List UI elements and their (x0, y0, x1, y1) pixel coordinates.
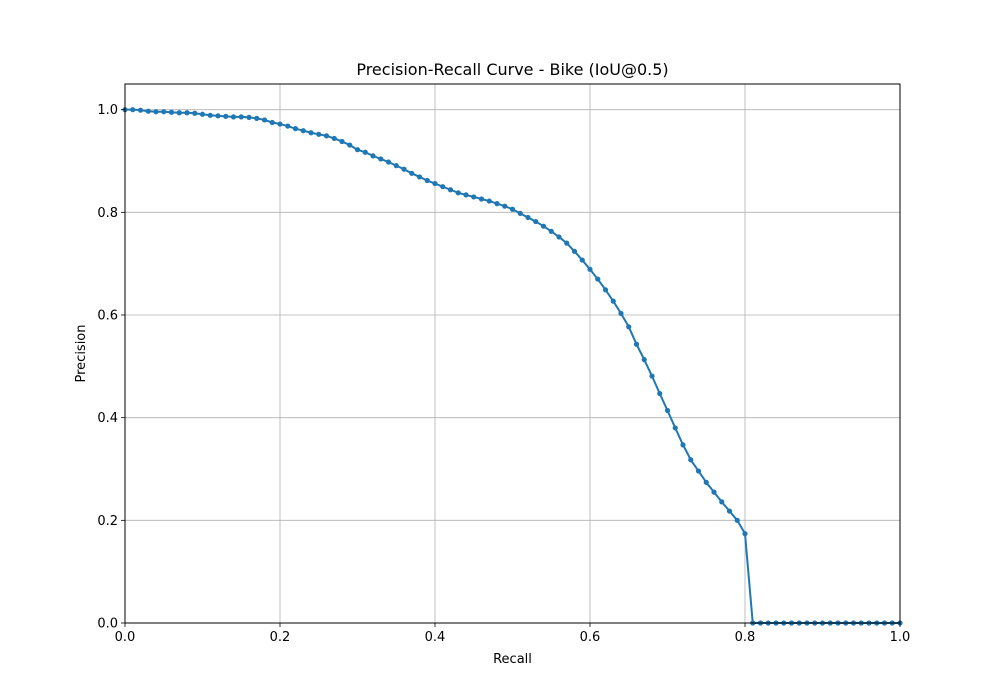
data-point (378, 156, 384, 162)
data-point (261, 117, 268, 123)
data-point (571, 248, 578, 254)
data-point (339, 138, 345, 145)
data-point (664, 407, 671, 414)
y-axis-label: Precision (74, 324, 89, 382)
data-point (719, 499, 725, 505)
data-point (184, 110, 190, 116)
data-point (633, 341, 640, 347)
data-point (192, 110, 198, 116)
data-point (587, 266, 593, 272)
data-point (726, 508, 733, 514)
x-tick-label-4: 0.8 (735, 630, 756, 645)
data-point (401, 166, 407, 172)
data-point (618, 310, 624, 317)
data-point (385, 159, 392, 165)
x-axis-label: Recall (493, 652, 532, 667)
data-point (455, 190, 461, 196)
data-point (254, 115, 260, 121)
data-point (525, 214, 531, 221)
data-point (316, 131, 322, 137)
data-point (440, 184, 446, 190)
data-point (540, 223, 547, 229)
data-point (424, 177, 430, 184)
x-tick-label-0: 0.0 (115, 630, 136, 645)
data-point (416, 174, 423, 180)
data-point (331, 135, 337, 142)
data-point (548, 228, 554, 234)
data-point (207, 112, 213, 118)
y-tick-label-4: 0.8 (97, 206, 118, 221)
data-point (409, 170, 415, 176)
plot-frame (124, 83, 901, 624)
data-point (680, 442, 686, 448)
data-point (432, 180, 438, 187)
data-point (703, 479, 709, 485)
data-point (292, 126, 299, 132)
data-point (672, 425, 678, 431)
y-tick-label-1: 0.2 (97, 514, 118, 529)
data-point (478, 196, 485, 202)
data-point (533, 218, 539, 225)
data-point (285, 123, 291, 129)
data-point (626, 324, 632, 330)
data-point (153, 109, 159, 115)
data-point (308, 130, 314, 136)
axis-ticks: 0.0 0.2 0.4 0.6 0.8 1.0 0.0 0.2 0.4 0.6 0.8 1.0 (97, 103, 910, 645)
data-point (199, 111, 206, 117)
data-point (370, 153, 376, 159)
data-point (711, 489, 717, 495)
data-point (393, 163, 399, 169)
data-point (509, 206, 516, 212)
data-point (277, 121, 283, 127)
y-tick-label-0: 0.0 (97, 617, 118, 632)
data-point (556, 234, 562, 240)
data-point (354, 147, 361, 153)
data-point (502, 203, 508, 209)
data-point (564, 240, 570, 246)
data-point (602, 287, 609, 293)
data-point (215, 113, 221, 119)
data-point (137, 107, 144, 113)
data-point (463, 192, 469, 198)
data-point (323, 133, 330, 139)
y-tick-label-3: 0.6 (97, 309, 118, 324)
data-point (742, 531, 748, 537)
data-point (130, 107, 136, 113)
data-point (688, 457, 694, 463)
data-point (238, 114, 244, 120)
y-tick-label-2: 0.4 (97, 411, 118, 426)
x-tick-label-3: 0.6 (580, 630, 601, 645)
data-point (145, 108, 151, 114)
data-point (168, 109, 175, 115)
data-point (246, 114, 252, 120)
data-point (471, 194, 477, 200)
data-point (362, 149, 368, 155)
y-tick-label-5: 1.0 (97, 103, 118, 118)
x-tick-label-2: 0.4 (425, 630, 446, 645)
data-point (230, 114, 237, 120)
data-point (176, 110, 182, 116)
data-point (447, 187, 454, 193)
data-point (486, 198, 492, 204)
data-point (610, 298, 616, 304)
data-point (300, 128, 306, 134)
data-point (734, 517, 740, 523)
data-point (649, 373, 655, 379)
chart-title: Precision-Recall Curve - Bike (IoU@0.5) (356, 60, 668, 79)
data-point (494, 201, 500, 207)
data-point (695, 468, 702, 474)
data-point (161, 109, 167, 115)
data-point (595, 276, 601, 282)
x-tick-label-1: 0.2 (270, 630, 291, 645)
data-point (657, 390, 663, 397)
data-point (223, 113, 229, 119)
data-point (641, 357, 647, 363)
data-point (269, 119, 275, 126)
data-point (517, 210, 523, 216)
data-point (579, 257, 585, 263)
data-point (347, 142, 353, 148)
x-tick-label-5: 1.0 (890, 630, 911, 645)
